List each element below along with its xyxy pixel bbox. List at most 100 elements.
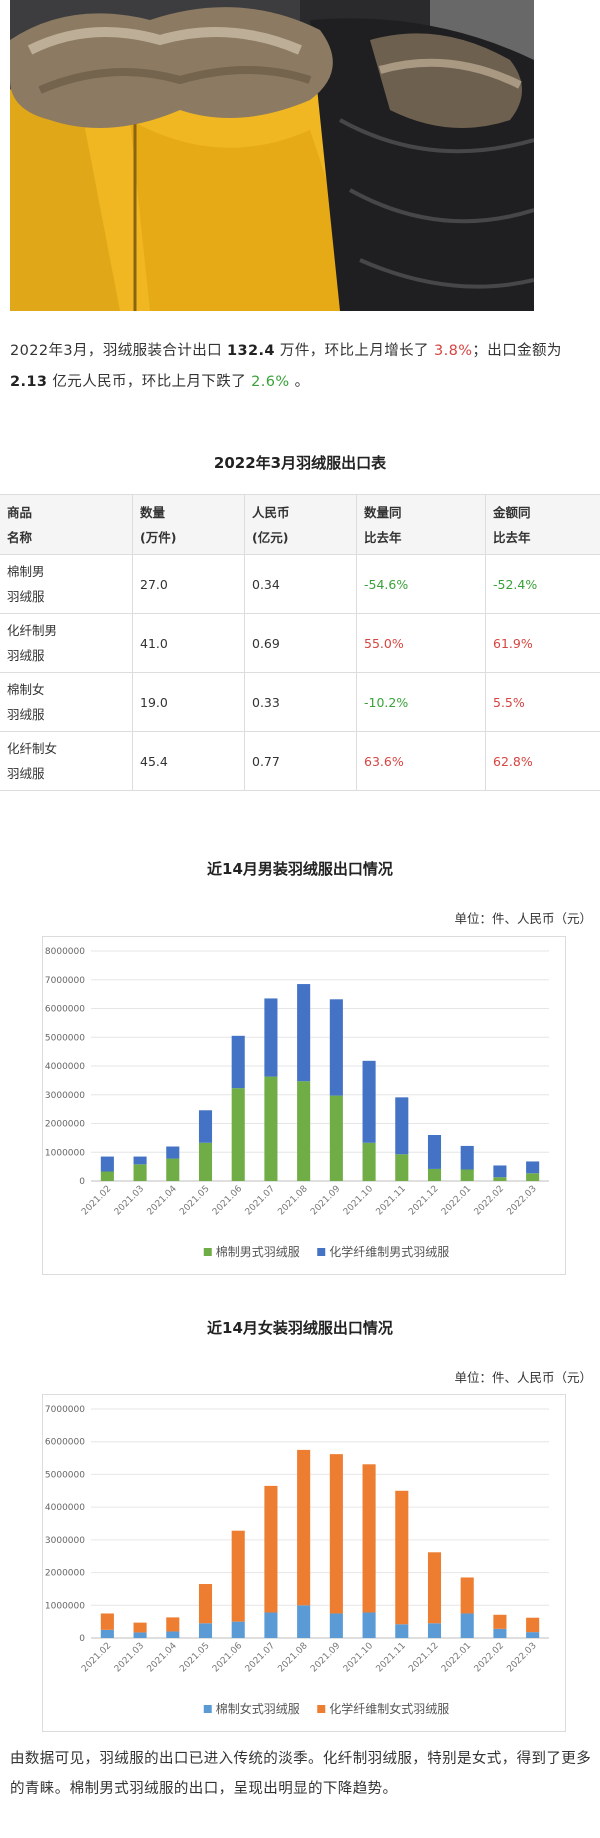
rmb-cell: 0.34 [244, 554, 357, 614]
bar-1 [133, 1164, 147, 1181]
header-cell: 数量 (万件) [132, 494, 245, 555]
x-tick-label: 2022.01 [440, 1184, 473, 1217]
table-row: 棉制女 羽绒服 19.0 0.33 -10.2% 5.5% [0, 672, 600, 732]
bar-2 [427, 1552, 442, 1624]
product-name-cell: 化纤制女 羽绒服 [0, 731, 133, 791]
y-tick-label: 6000000 [45, 1438, 85, 1448]
table-row: 化纤制女 羽绒服 45.4 0.77 63.6% 62.8% [0, 731, 600, 791]
bar-2 [100, 1613, 114, 1630]
bar-1 [395, 1154, 409, 1181]
x-tick-label: 2022.03 [505, 1184, 538, 1217]
y-tick-label: 5000000 [45, 1033, 85, 1043]
bar-2 [526, 1161, 540, 1174]
rmb-cell: 0.77 [244, 731, 357, 791]
bar-2 [526, 1617, 540, 1633]
bar-2 [231, 1530, 245, 1622]
x-tick-label: 2021.05 [178, 1641, 211, 1674]
header-cell: 商品 名称 [0, 494, 133, 555]
bar-2 [427, 1135, 442, 1169]
x-tick-label: 2021.03 [113, 1184, 146, 1217]
bar-1 [231, 1621, 245, 1638]
conclusion-paragraph: 由数据可见，羽绒服的出口已进入传统的淡季。化纤制羽绒服，特别是女式，得到了更多的… [10, 1751, 592, 1797]
y-tick-label: 7000000 [45, 1405, 85, 1415]
bar-1 [231, 1088, 245, 1181]
x-tick-label: 2021.03 [113, 1641, 146, 1674]
bar-1 [198, 1142, 213, 1181]
header-cell: 人民币 (亿元) [244, 494, 357, 555]
x-tick-label: 2021.11 [375, 1184, 408, 1217]
hero-image [10, 0, 534, 311]
women-chart-box: 0 1000000 2000000 3000000 4000000 5000000 6000… [42, 1394, 566, 1732]
product-name-cell: 棉制女 羽绒服 [0, 672, 133, 732]
x-tick-label: 2021.02 [80, 1184, 113, 1217]
y-tick-label: 5000000 [45, 1470, 85, 1480]
x-tick-label: 2021.08 [276, 1641, 310, 1675]
bar-2 [460, 1577, 474, 1614]
x-tick-label: 2021.05 [178, 1184, 211, 1217]
x-tick-label: 2021.12 [407, 1641, 440, 1674]
bar-2 [460, 1145, 474, 1170]
men-chart-title: 近14月男装羽绒服出口情况 [207, 860, 393, 878]
bar-2 [297, 984, 311, 1082]
y-tick-label: 2000000 [45, 1120, 85, 1130]
bar-1 [329, 1613, 343, 1638]
x-tick-label: 2021.07 [244, 1184, 277, 1217]
bar-1 [493, 1177, 507, 1181]
men-chart-unit: 单位：件、人民币（元） [454, 911, 592, 926]
bar-2 [264, 1485, 278, 1613]
amount-yoy-cell: 62.8% [485, 731, 600, 791]
x-tick-label: 2021.06 [211, 1641, 245, 1675]
bar-1 [166, 1631, 180, 1638]
x-tick-label: 2021.12 [407, 1184, 440, 1217]
quantity-cell: 27.0 [132, 554, 245, 614]
y-tick-label: 4000000 [45, 1062, 85, 1072]
quantity-yoy-cell: 63.6% [356, 731, 486, 791]
bar-1 [460, 1613, 474, 1638]
amount-change: 2.6% [251, 374, 290, 390]
amount-yoy-cell: -52.4% [485, 554, 600, 614]
intro-text: 2022年3月，羽绒服装合计出口 [10, 343, 228, 359]
product-name-cell: 化纤制男 羽绒服 [0, 613, 133, 673]
bar-2 [329, 1454, 343, 1614]
y-tick-label: 2000000 [45, 1569, 85, 1579]
bar-2 [198, 1584, 213, 1624]
x-tick-label: 2021.04 [146, 1184, 180, 1218]
quantity-cell: 41.0 [132, 613, 245, 673]
amount-yoy-cell: 5.5% [485, 672, 600, 732]
bar-2 [395, 1490, 409, 1625]
x-tick-label: 2022.01 [440, 1641, 473, 1674]
x-tick-label: 2021.11 [375, 1641, 408, 1674]
legend-label: 化学纤维制女式羽绒服 [329, 1701, 449, 1716]
x-tick-label: 2021.07 [244, 1641, 277, 1674]
rmb-cell: 0.33 [244, 672, 357, 732]
x-tick-label: 2021.09 [309, 1184, 343, 1218]
y-tick-label: 4000000 [45, 1503, 85, 1513]
x-tick-label: 2021.08 [276, 1184, 310, 1218]
bar-1 [362, 1612, 376, 1638]
bar-1 [198, 1623, 213, 1638]
bar-2 [100, 1156, 114, 1172]
bar-2 [362, 1464, 376, 1613]
header-cell: 数量同 比去年 [356, 494, 486, 555]
bar-2 [166, 1617, 180, 1632]
women-chart-title: 近14月女装羽绒服出口情况 [207, 1319, 393, 1337]
y-tick-label: 3000000 [45, 1536, 85, 1546]
bar-2 [297, 1449, 311, 1606]
quantity-yoy-cell: 55.0% [356, 613, 486, 673]
bar-1 [100, 1171, 114, 1181]
legend-label: 棉制女式羽绒服 [216, 1701, 300, 1716]
intro-text: ；出口金额为 [472, 343, 562, 359]
bar-2 [231, 1035, 245, 1089]
men-chart-box: 0 1000000 2000000 3000000 4000000 5000000 6000… [42, 936, 566, 1275]
legend-swatch [317, 1705, 326, 1713]
bar-2 [493, 1614, 507, 1629]
bar-2 [198, 1110, 213, 1143]
amount-yoy-cell: 61.9% [485, 613, 600, 673]
women-chart-unit: 单位：件、人民币（元） [454, 1370, 592, 1385]
bar-1 [362, 1142, 376, 1181]
bar-2 [133, 1622, 147, 1633]
bar-1 [297, 1081, 311, 1181]
legend-swatch [317, 1248, 326, 1256]
export-amount: 2.13 [10, 374, 48, 390]
bar-2 [395, 1097, 409, 1155]
